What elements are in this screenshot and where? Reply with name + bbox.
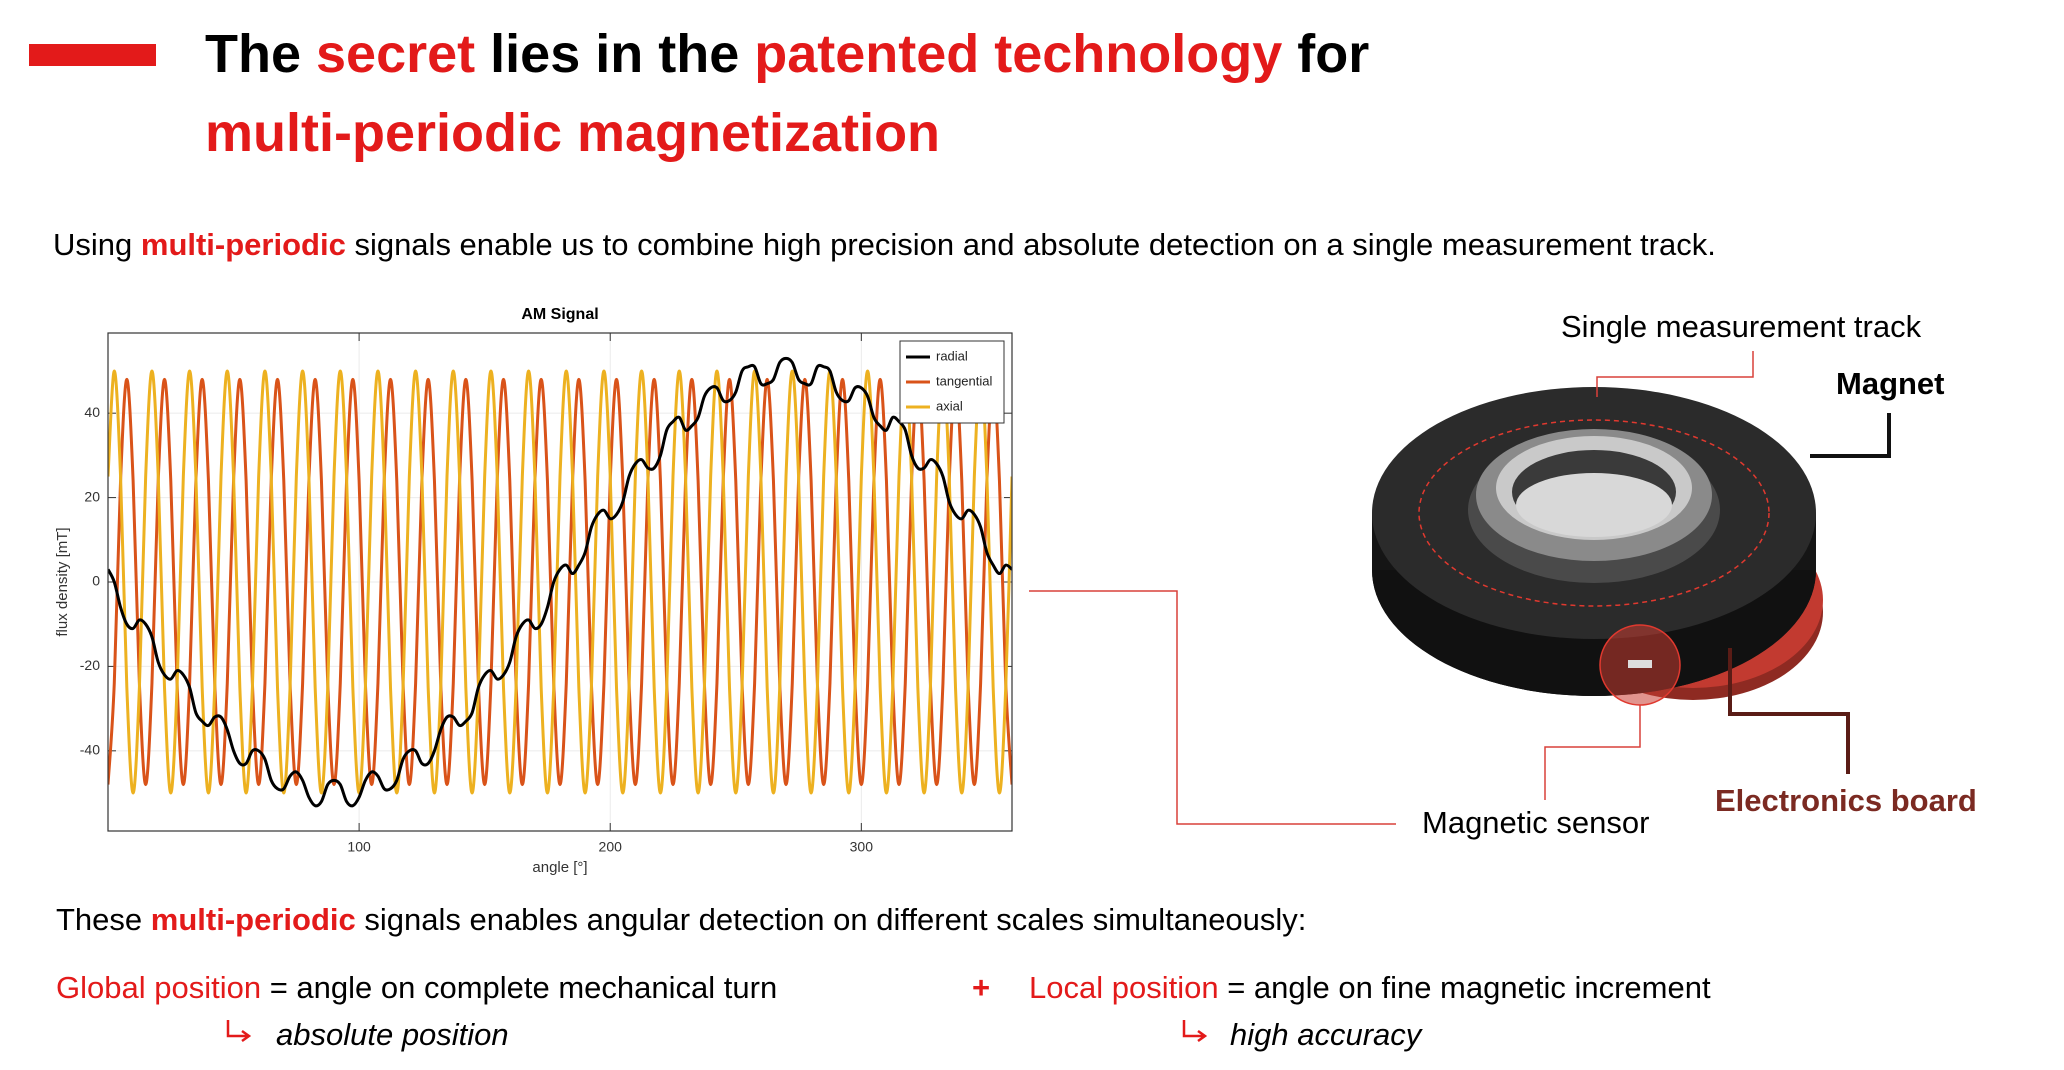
intro-text: signals enable us to combine high precis… [346, 227, 1716, 262]
arrow-icon [228, 1020, 249, 1041]
y-tick-label: -20 [80, 657, 100, 673]
slide: -40 -20 0 20 40 100 200 300 AM Signal angle [°] fl… [0, 0, 2064, 1070]
accent-bar [29, 44, 156, 66]
title-line2: multi-periodic magnetization [205, 106, 940, 160]
summary-highlight: multi-periodic [151, 902, 356, 937]
title: The secret lies in the patented technolo… [205, 27, 1369, 81]
intro: Using multi-periodic signals enable us t… [53, 229, 1716, 260]
y-tick-label: 0 [92, 573, 100, 589]
title-text: for [1282, 24, 1369, 84]
legend-label: tangential [936, 373, 992, 388]
legend-label: axial [936, 398, 963, 413]
x-tick-label: 200 [599, 839, 623, 855]
local-line: Local position = angle on fine magnetic … [1029, 972, 1711, 1003]
arrow-icon [1184, 1020, 1205, 1041]
title-text: The [205, 24, 316, 84]
x-tick-label: 100 [347, 839, 371, 855]
global-result: absolute position [276, 1019, 509, 1050]
plus-sign: + [972, 972, 990, 1003]
connector [1810, 413, 1889, 456]
y-tick-label: 40 [84, 404, 100, 420]
connector [1545, 705, 1640, 800]
x-axis-label: angle [°] [532, 859, 587, 876]
magnet-label: Magnet [1836, 368, 1945, 399]
summary-text: signals enables angular detection on dif… [356, 902, 1307, 937]
y-axis-label: flux density [mT] [54, 527, 71, 636]
title-highlight: patented technology [754, 24, 1282, 84]
global-term: Global position [56, 970, 261, 1005]
local-result: high accuracy [1230, 1019, 1421, 1050]
intro-text: Using [53, 227, 141, 262]
local-definition: = angle on fine magnetic increment [1219, 970, 1711, 1005]
board-label: Electronics board [1715, 785, 1977, 816]
local-term: Local position [1029, 970, 1219, 1005]
x-tick-label: 300 [850, 839, 874, 855]
device-illustration [1372, 387, 1823, 705]
summary-text: These [56, 902, 151, 937]
track-label: Single measurement track [1561, 311, 1921, 342]
summary-lead: These multi-periodic signals enables ang… [56, 904, 1306, 935]
chart: -40 -20 0 20 40 100 200 300 AM Signal angle [°] fl… [54, 306, 1012, 876]
y-tick-label: 20 [84, 488, 100, 504]
legend-label: radial [936, 348, 968, 363]
global-definition: = angle on complete mechanical turn [261, 970, 777, 1005]
sensor-label: Magnetic sensor [1422, 807, 1649, 838]
intro-highlight: multi-periodic [141, 227, 346, 262]
connector [1029, 591, 1396, 824]
global-line: Global position = angle on complete mech… [56, 972, 777, 1003]
y-tick-label: -40 [80, 742, 100, 758]
title-highlight: secret [316, 24, 475, 84]
title-text: lies in the [475, 24, 754, 84]
chart-title: AM Signal [521, 306, 598, 323]
